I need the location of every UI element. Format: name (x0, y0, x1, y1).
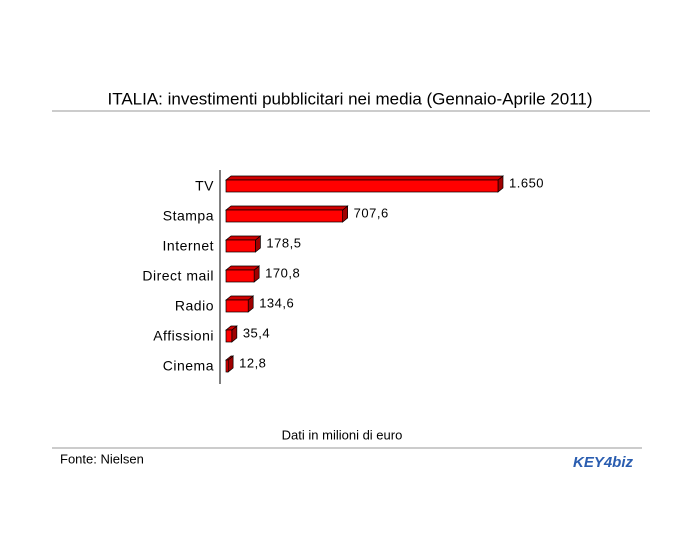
category-label: Stampa (163, 208, 214, 224)
bar-top (225, 205, 349, 211)
bar (225, 269, 255, 283)
bar (225, 179, 499, 193)
bar-top (225, 265, 261, 271)
chart-title: ITALIA: investimenti pubblicitari nei me… (107, 89, 592, 108)
category-label: Cinema (163, 358, 214, 374)
category-label: Internet (163, 238, 214, 254)
category-label: Direct mail (142, 268, 214, 284)
note: Dati in milioni di euro (282, 427, 403, 442)
value-label: 707,6 (354, 205, 389, 220)
bar-top (225, 175, 504, 181)
category-label: TV (195, 178, 214, 194)
value-label: 12,8 (239, 355, 266, 370)
category-label: Affissioni (153, 328, 214, 344)
bar-top (225, 235, 262, 241)
bar (225, 299, 249, 313)
value-label: 134,6 (259, 295, 294, 310)
category-label: Radio (175, 298, 214, 314)
bar (225, 209, 343, 223)
source: Fonte: Nielsen (60, 451, 144, 466)
value-label: 178,5 (266, 235, 301, 250)
bar-top (225, 295, 255, 301)
logo: KEY4biz (573, 454, 634, 471)
bar (225, 329, 233, 343)
bar (225, 239, 256, 253)
value-label: 35,4 (243, 325, 270, 340)
value-label: 1.650 (509, 175, 544, 190)
value-label: 170,8 (265, 265, 300, 280)
bar (225, 359, 229, 373)
